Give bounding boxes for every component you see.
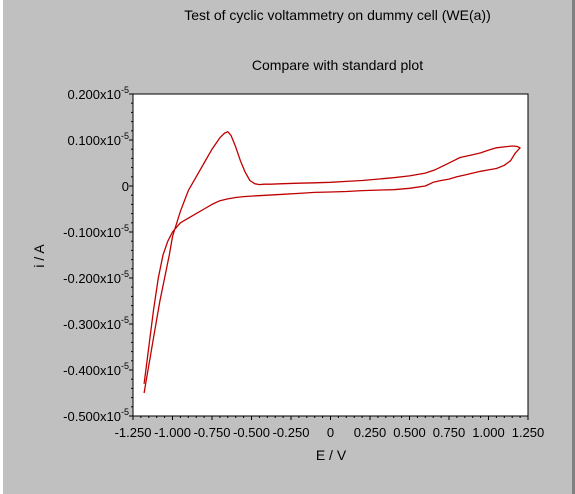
window-right-border <box>572 0 575 494</box>
y-tick-mantissa: -0.400x10 <box>63 363 121 378</box>
y-tick-labels: 0.200x10-50.100x10-50-0.100x10-5-0.200x1… <box>63 85 129 424</box>
y-tick-label: -0.500x10-5 <box>63 407 129 424</box>
plot-area <box>132 93 529 417</box>
y-tick-label: -0.300x10-5 <box>63 315 129 332</box>
y-tick-exponent: -5 <box>121 223 129 233</box>
window-left-border <box>0 0 3 494</box>
y-tick-label: 0 <box>122 179 129 194</box>
y-tick-exponent: -5 <box>121 361 129 371</box>
x-tick-label: -1.000 <box>154 425 191 440</box>
y-tick-mantissa: 0.200x10 <box>67 87 121 102</box>
x-tick-label: -0.750 <box>194 425 231 440</box>
axis-ticks <box>129 93 529 420</box>
y-tick-exponent: -5 <box>121 407 129 417</box>
x-tick-label: 0.250 <box>354 425 387 440</box>
y-tick-mantissa: 0.100x10 <box>67 133 121 148</box>
y-tick-exponent: -5 <box>121 315 129 325</box>
y-tick-mantissa: -0.500x10 <box>63 409 121 424</box>
y-tick-label: -0.200x10-5 <box>63 269 129 286</box>
y-tick-mantissa: -0.300x10 <box>63 317 121 332</box>
x-tick-label: -0.500 <box>233 425 270 440</box>
x-tick-label: -0.250 <box>273 425 310 440</box>
y-tick-exponent: -5 <box>121 131 129 141</box>
x-tick-label: 0 <box>327 425 334 440</box>
x-tick-label: 1.250 <box>512 425 545 440</box>
y-tick-label: 0.200x10-5 <box>67 85 129 102</box>
x-tick-label: 0.500 <box>393 425 426 440</box>
x-axis-label: E / V <box>316 447 347 463</box>
cv-curve <box>143 131 521 394</box>
x-tick-label: 1.000 <box>472 425 505 440</box>
y-tick-label: -0.100x10-5 <box>63 223 129 240</box>
y-tick-label: 0.100x10-5 <box>67 131 129 148</box>
x-tick-label: 0.750 <box>433 425 466 440</box>
x-tick-labels: -1.250 -1.000 -0.750 -0.500 -0.250 0 0.250 0.50… <box>115 425 545 440</box>
chart-subtitle: Compare with standard plot <box>251 57 424 73</box>
y-tick-exponent: -5 <box>121 269 129 279</box>
chart-title: Test of cyclic voltammetry on dummy cell… <box>184 7 491 23</box>
y-axis-label: i / A <box>31 244 47 268</box>
series-group <box>143 131 521 394</box>
y-tick-exponent: -5 <box>121 85 129 95</box>
y-tick-label: -0.400x10-5 <box>63 361 129 378</box>
y-tick-mantissa: -0.100x10 <box>63 225 121 240</box>
y-tick-mantissa: 0 <box>122 179 129 194</box>
y-tick-mantissa: -0.200x10 <box>63 271 121 286</box>
x-tick-label: -1.250 <box>115 425 152 440</box>
